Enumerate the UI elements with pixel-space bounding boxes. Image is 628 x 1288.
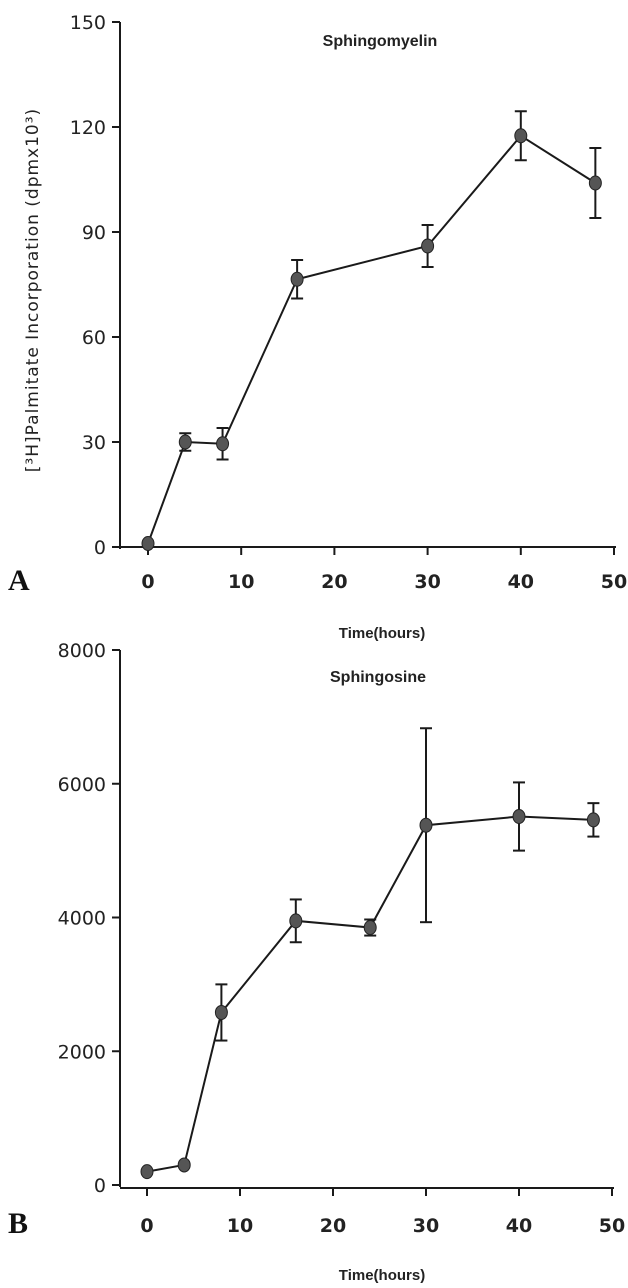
panel-b-x-tick-label: 50 xyxy=(599,1215,625,1237)
panel-b-data-point xyxy=(140,1164,154,1180)
panel-b-letter: B xyxy=(8,1207,28,1240)
panel-a-title: Sphingomyelin xyxy=(323,33,438,50)
panel-a-data-point xyxy=(421,238,435,254)
panel-a-y-axis-label: [³H]Palmitate Incorporation (dpmx10³) xyxy=(23,108,43,472)
panel-b-data-point xyxy=(289,913,303,929)
panel-b-x-tick-label: 10 xyxy=(227,1215,253,1237)
panel-a-x-axis-label: Time(hours) xyxy=(339,625,425,642)
panel-a-x-tick-label: 40 xyxy=(508,571,534,593)
panel-a-y-tick-label: 60 xyxy=(82,327,106,349)
panel-b-title: Sphingosine xyxy=(330,669,426,686)
panel-a-x-tick-label: 50 xyxy=(601,571,627,593)
panel-b-x-tick-label: 40 xyxy=(506,1215,532,1237)
panel-a-letter: A xyxy=(8,564,30,597)
panel-b-y-tick-label: 6000 xyxy=(58,774,106,796)
panel-a-y-tick-label: 0 xyxy=(94,537,106,559)
panel-b-x-tick-label: 20 xyxy=(320,1215,346,1237)
panel-b-y-tick-label: 0 xyxy=(94,1175,106,1197)
panel-b-series-line xyxy=(146,815,594,1173)
panel-b-data-point xyxy=(586,812,600,828)
panel-a-y-tick-label: 120 xyxy=(70,117,106,139)
panel-b-chart: Sphingosine B Time(hours) 0 2000 4000 6000 8… xyxy=(8,640,625,1284)
panel-b-data-point xyxy=(177,1157,191,1173)
panel-b-y-tick-label: 2000 xyxy=(58,1041,106,1063)
panel-b-data-point xyxy=(512,809,526,825)
panel-a-x-tick-label: 0 xyxy=(141,571,154,593)
panel-a-data-point xyxy=(588,175,602,191)
panel-b-y-tick-label: 4000 xyxy=(58,908,106,930)
panel-a-series-line xyxy=(147,134,596,544)
panel-b-data-point xyxy=(419,817,433,833)
panel-a-data-point xyxy=(216,436,230,452)
panel-a-data-point xyxy=(178,434,192,450)
panel-a-chart: Sphingomyelin A [³H]Palmitate Incorporat… xyxy=(8,12,627,642)
panel-a-x-tick-label: 20 xyxy=(321,571,347,593)
panel-a-data-point xyxy=(290,271,304,287)
panel-a-data-point xyxy=(141,536,155,551)
panel-b-x-axis-label: Time(hours) xyxy=(339,1267,425,1284)
panel-b-x-tick-label: 0 xyxy=(140,1215,153,1237)
panel-b-data-point xyxy=(363,920,377,936)
panel-a-y-tick-label: 30 xyxy=(82,432,106,454)
panel-a-x-tick-label: 30 xyxy=(414,571,440,593)
panel-b-y-tick-label: 8000 xyxy=(58,640,106,662)
panel-a-y-tick-label: 150 xyxy=(70,12,106,34)
panel-a-y-tick-label: 90 xyxy=(82,222,106,244)
panel-a-x-tick-label: 10 xyxy=(228,571,254,593)
panel-b-data-point xyxy=(214,1004,228,1020)
panel-a-data-point xyxy=(514,128,528,144)
panel-b-x-tick-label: 30 xyxy=(413,1215,439,1237)
